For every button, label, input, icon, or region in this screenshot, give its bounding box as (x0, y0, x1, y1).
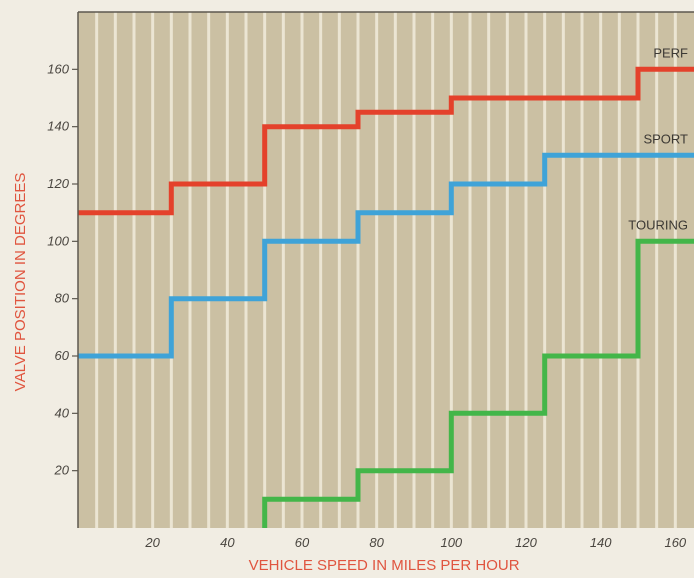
x-tick-label: 160 (664, 535, 686, 550)
y-tick-label: 100 (47, 233, 69, 248)
y-tick-label: 60 (55, 348, 70, 363)
x-axis-title: VEHICLE SPEED IN MILES PER HOUR (249, 557, 520, 574)
y-tick-label: 80 (55, 291, 70, 306)
y-tick-label: 140 (47, 119, 69, 134)
labels: PERF SPORT TOURING (628, 45, 688, 232)
x-tick-label: 80 (369, 535, 384, 550)
series-line-touring (262, 238, 694, 528)
y-tick-label: 120 (47, 176, 69, 191)
x-tick-label: 40 (220, 535, 235, 550)
x-tick-label: 20 (144, 535, 160, 550)
x-tick-label: 100 (440, 535, 462, 550)
x-tick-label: 60 (295, 535, 310, 550)
y-tick-label: 20 (54, 463, 70, 478)
x-tick-label: 120 (515, 535, 537, 550)
axes: 20 40 60 80 100 120 140 160 20 40 60 80 100 120 140 160 (47, 11, 694, 550)
series-label-touring: TOURING (628, 217, 688, 232)
y-tick-label: 40 (55, 405, 70, 420)
x-tick-label: 140 (590, 535, 612, 550)
series-label-perf: PERF (653, 45, 688, 60)
y-tick-label: 160 (47, 61, 69, 76)
series-label-sport: SPORT (643, 131, 688, 146)
series-lines (78, 66, 694, 528)
series-line-sport (78, 152, 694, 359)
series-line-perf (78, 66, 694, 216)
y-axis-title: VALVE POSITION IN DEGREES (12, 173, 29, 392)
